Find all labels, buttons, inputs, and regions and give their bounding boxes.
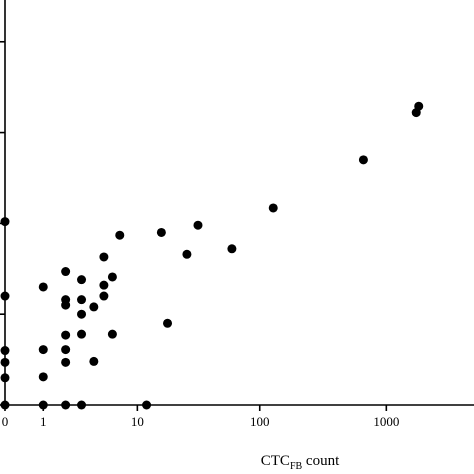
point (0, 217, 10, 227)
point (77, 400, 87, 410)
point (358, 155, 368, 165)
point (38, 345, 48, 355)
point (163, 318, 173, 328)
point (0, 400, 10, 410)
point (38, 282, 48, 292)
point (142, 400, 152, 410)
point (411, 108, 421, 118)
point (77, 309, 87, 319)
x-axis-label: CTCFB count (261, 453, 340, 472)
point (268, 203, 278, 213)
point (115, 230, 125, 240)
point (182, 249, 192, 259)
point (227, 244, 237, 254)
point (38, 400, 48, 410)
point (77, 295, 87, 305)
point (61, 300, 71, 310)
point (107, 272, 117, 282)
point (77, 329, 87, 339)
point (89, 302, 99, 312)
point (99, 252, 109, 262)
x-tick-label: 10 (131, 414, 144, 429)
point (99, 280, 109, 290)
point (61, 267, 71, 277)
point (77, 275, 87, 285)
point (61, 357, 71, 367)
point (0, 346, 10, 356)
point (107, 329, 117, 339)
x-tick-label: 1 (40, 414, 47, 429)
point (61, 345, 71, 355)
x-tick-label: 1000 (373, 414, 399, 429)
x-tick-label: 100 (250, 414, 270, 429)
point (0, 291, 10, 301)
x-tick-label: 0 (2, 414, 9, 429)
point (89, 356, 99, 366)
point (0, 357, 10, 367)
point (156, 227, 166, 237)
point (193, 220, 203, 230)
point (61, 330, 71, 340)
point (0, 373, 10, 383)
point (38, 372, 48, 382)
point (99, 291, 109, 301)
point (61, 400, 71, 410)
